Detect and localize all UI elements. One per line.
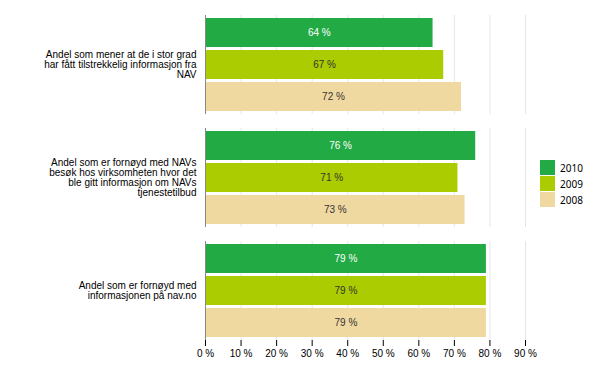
svg-text:79 %: 79 % [335,253,358,264]
svg-text:30 %: 30 % [301,348,324,359]
svg-text:0 %: 0 % [197,348,214,359]
html-text:2008: 2008 [560,192,583,207]
svg-text:20 %: 20 % [265,348,288,359]
svg-text:Andel som er fornøyd med NAVsb: Andel som er fornøyd med NAVsbesøk hos v… [49,157,197,198]
svg-text:64 %: 64 % [308,27,331,38]
svg-text:67 %: 67 % [313,59,336,70]
svg-text:90 %: 90 % [514,348,537,359]
svg-text:Andel som mener at de i stor g: Andel som mener at de i stor gradhar fåt… [44,49,197,80]
svg-text:72 %: 72 % [322,91,345,102]
svg-text:79 %: 79 % [335,317,358,328]
svg-text:71 %: 71 % [320,172,343,183]
svg-text:76 %: 76 % [329,140,352,151]
html-text:2009: 2009 [560,176,583,191]
svg-text:10 %: 10 % [230,348,253,359]
svg-text:70 %: 70 % [443,348,466,359]
svg-text:Andel som er fornøyd medinform: Andel som er fornøyd medinformasjonen på… [79,280,197,301]
svg-text:60 %: 60 % [407,348,430,359]
svg-text:50 %: 50 % [372,348,395,359]
svg-text:40 %: 40 % [336,348,359,359]
svg-text:80 %: 80 % [479,348,502,359]
html-text:2010: 2010 [560,160,583,175]
svg-text:79 %: 79 % [335,285,358,296]
svg-text:73 %: 73 % [324,204,347,215]
